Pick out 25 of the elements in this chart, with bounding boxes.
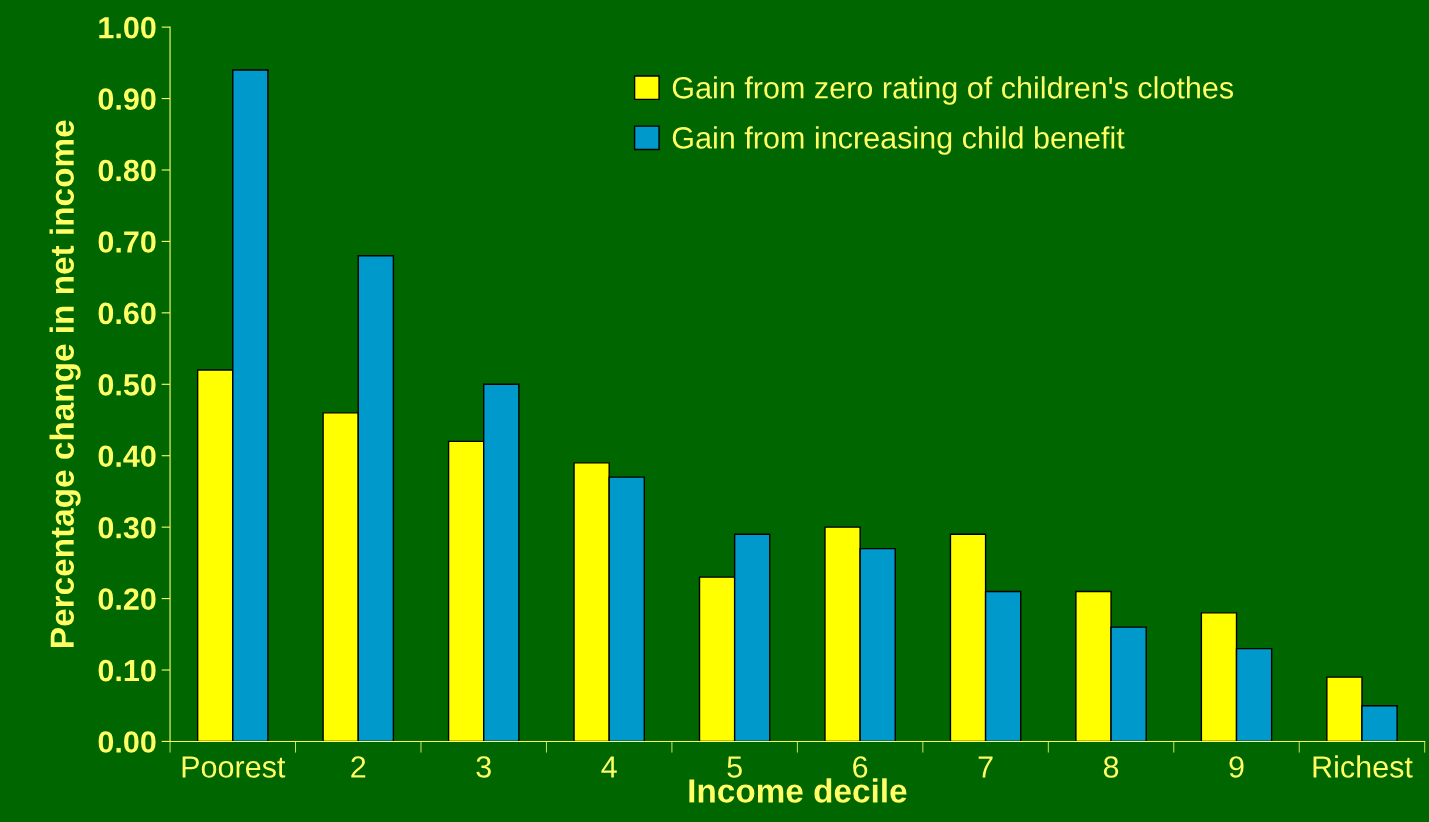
y-tick-label: 0.60: [98, 302, 156, 325]
y-tick-label: 1.00: [99, 16, 156, 39]
x-axis-title: Income decile: [689, 778, 907, 803]
x-tick-label: 4: [601, 756, 617, 778]
x-tick-label: 7: [978, 756, 993, 778]
y-tick-label: 0.90: [98, 88, 156, 110]
legend-label: Gain from zero rating of children's clothes: [672, 76, 1234, 105]
y-tick-label: 0.80: [98, 159, 156, 182]
x-tick-label: 8: [1103, 756, 1119, 778]
x-tick-label: 6: [853, 756, 868, 778]
x-tick-label: Poorest: [182, 756, 286, 778]
y-tick-label: 0.70: [98, 231, 156, 253]
x-tick-label: 3: [476, 756, 491, 778]
y-axis-title: Percentage change in net income: [49, 120, 81, 647]
x-tick-label: 2: [351, 756, 366, 778]
y-tick-label: 0.00: [98, 731, 156, 753]
x-tick-label: 5: [727, 756, 742, 778]
y-tick-label: 0.50: [98, 374, 156, 396]
y-tick-label: 0.10: [98, 659, 156, 682]
y-tick-label: 0.30: [98, 516, 156, 539]
y-tick-label: 0.40: [98, 445, 156, 468]
x-tick-label: 9: [1229, 756, 1244, 778]
legend-label: Gain from increasing child benefit: [672, 126, 1125, 155]
y-tick-label: 0.20: [98, 588, 156, 610]
x-tick-label: Richest: [1313, 755, 1413, 778]
